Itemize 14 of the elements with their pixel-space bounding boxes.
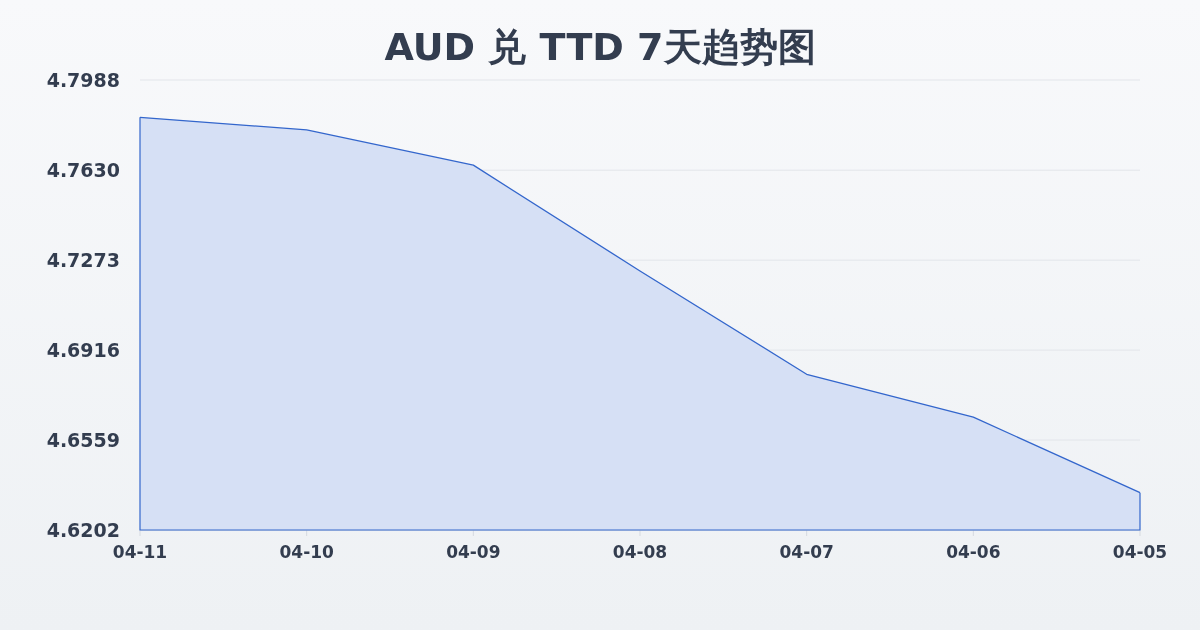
y-tick-label: 4.6916 xyxy=(46,339,120,362)
x-tick-label: 04-08 xyxy=(612,542,668,562)
y-tick-label: 4.6559 xyxy=(46,429,120,452)
x-tick-label: 04-11 xyxy=(112,542,168,562)
x-tick-label: 04-06 xyxy=(946,542,1001,562)
y-tick-label: 4.7630 xyxy=(46,159,120,182)
chart-title: AUD 兑 TTD 7天趋势图 xyxy=(384,25,816,69)
x-tick-label: 04-09 xyxy=(446,542,501,562)
x-tick-label: 04-05 xyxy=(1112,542,1168,562)
y-tick-label: 4.7988 xyxy=(46,69,120,91)
y-tick-label: 4.7273 xyxy=(46,249,120,272)
x-tick-label: 04-10 xyxy=(279,542,335,562)
x-tick-label: 04-07 xyxy=(779,542,834,562)
y-tick-label: 4.6202 xyxy=(46,519,120,541)
